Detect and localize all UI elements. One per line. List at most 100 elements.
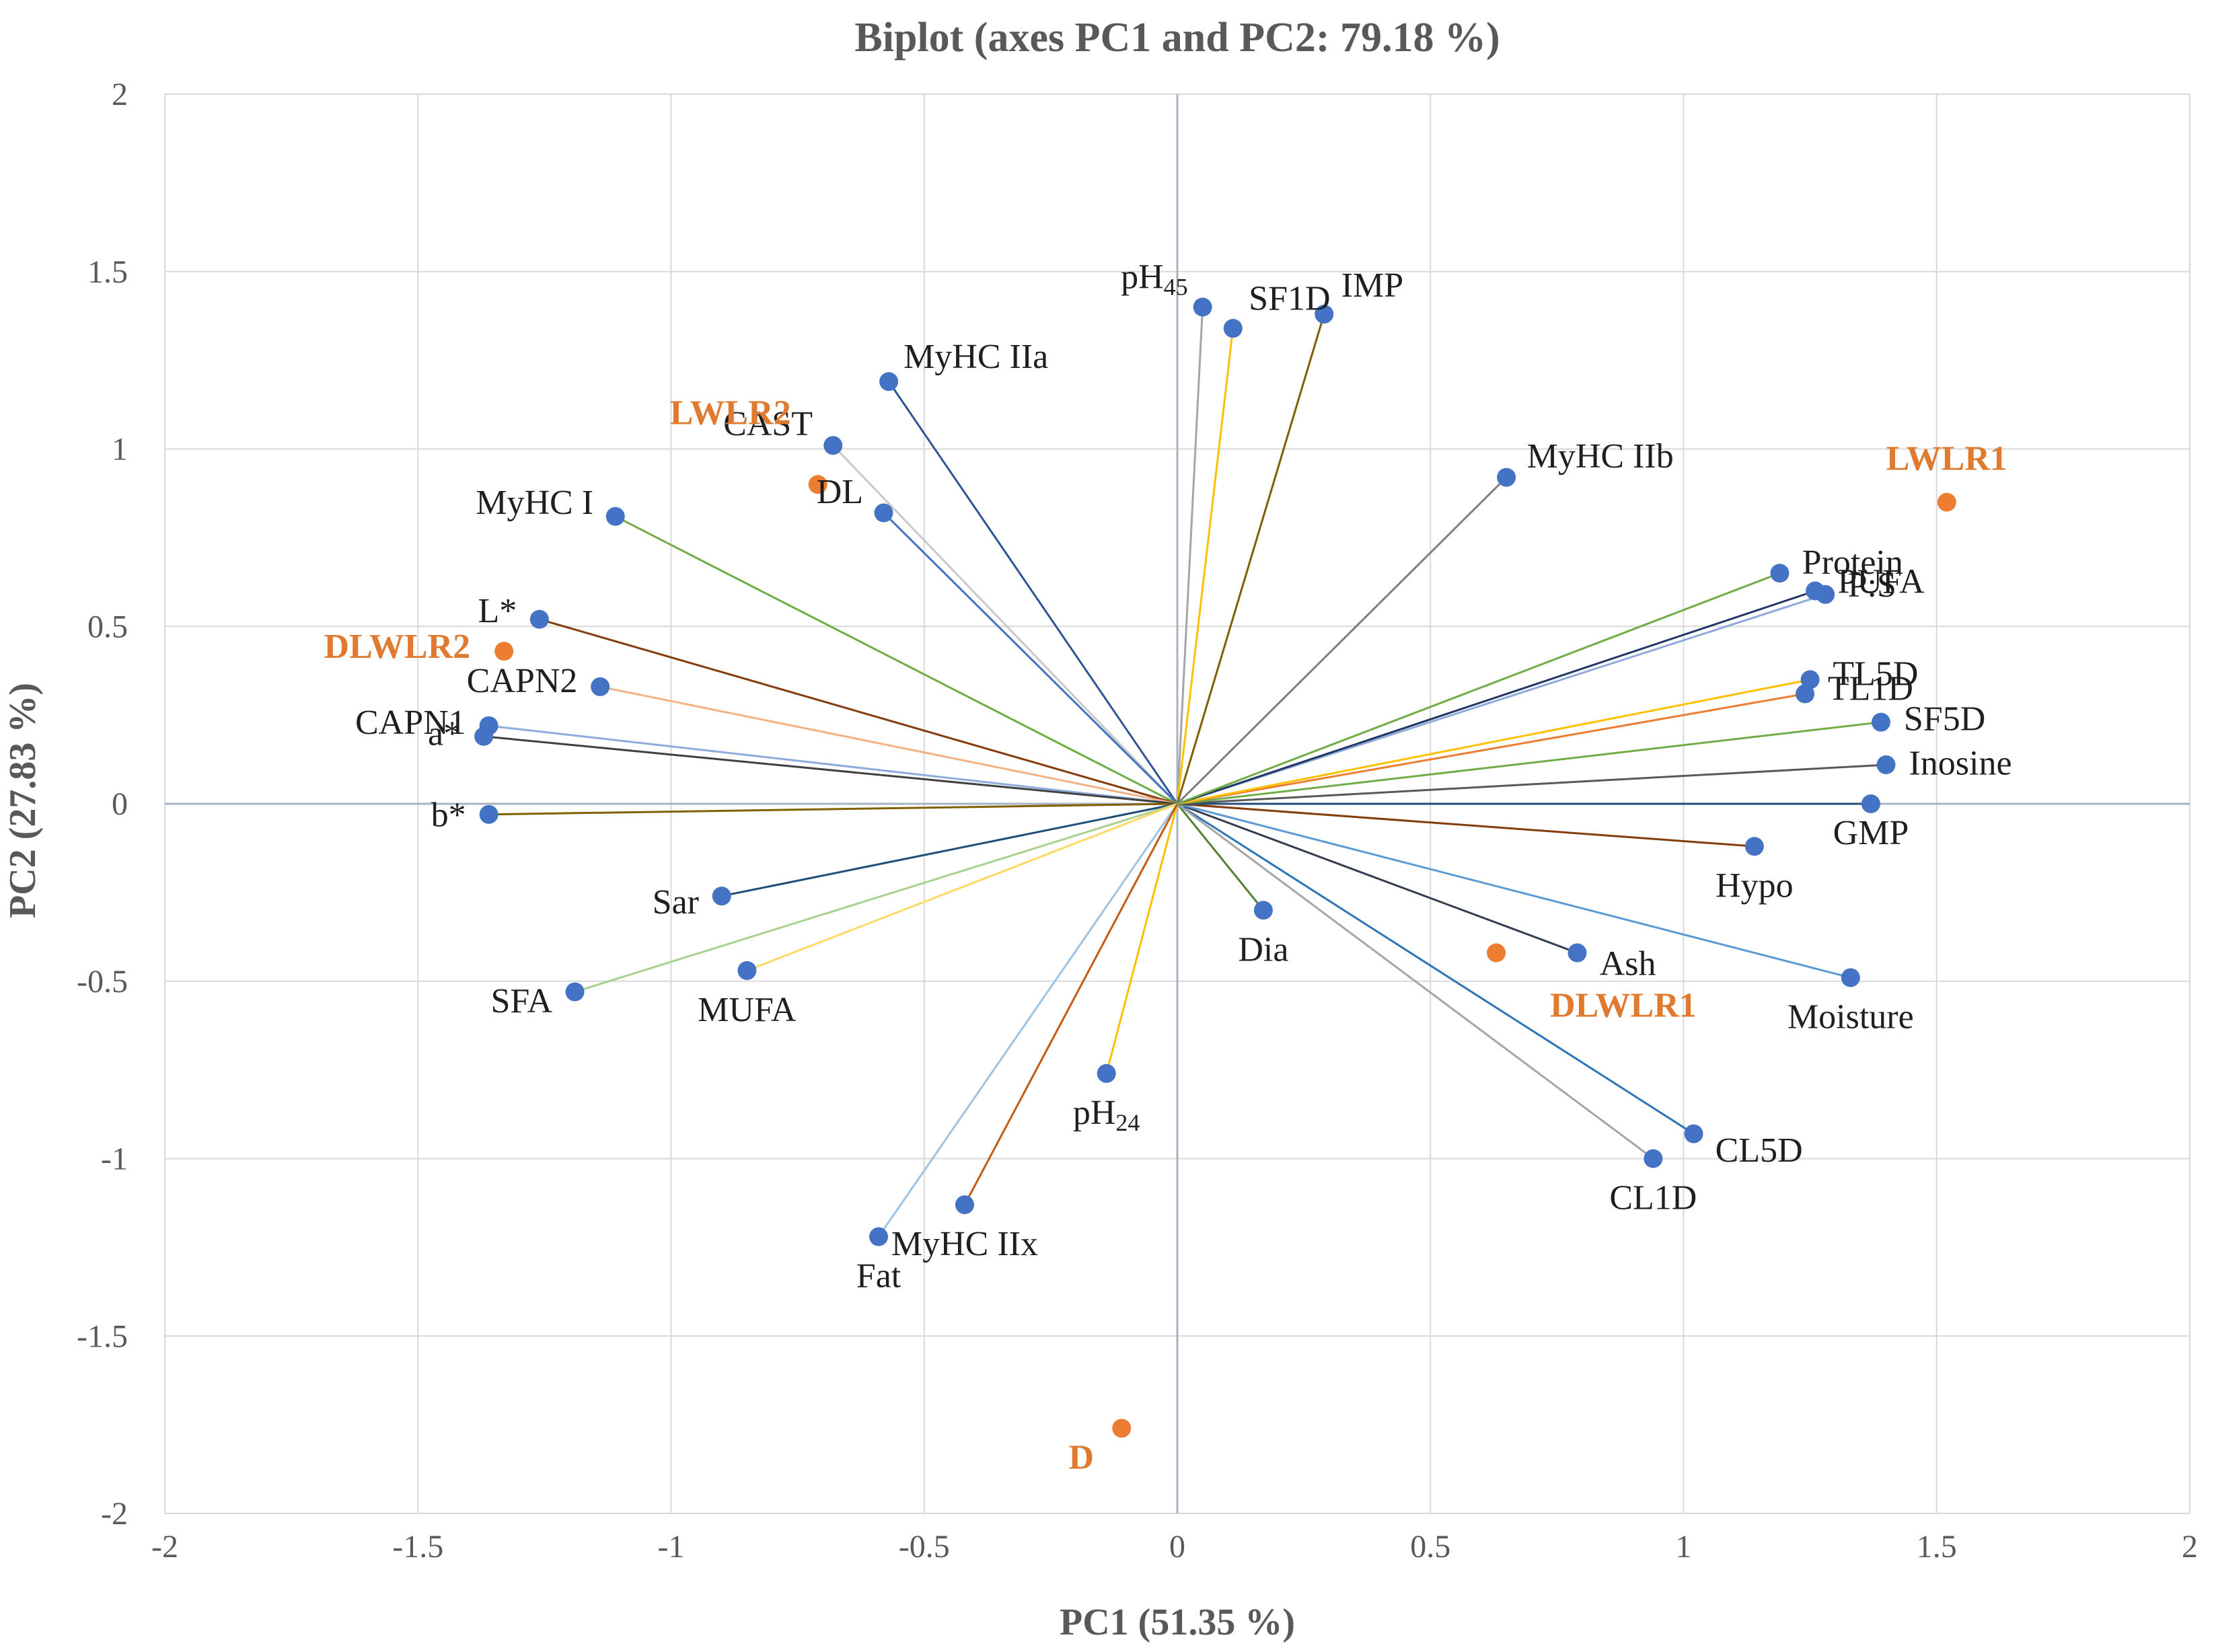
vector-line — [746, 802, 1178, 972]
variable-point — [1644, 1149, 1663, 1168]
variable-label: Sar — [653, 883, 699, 922]
vector-line — [963, 803, 1179, 1205]
point-markers — [474, 297, 1956, 1438]
variable-label: Ash — [1600, 944, 1656, 983]
variable-label: MyHC IIb — [1527, 437, 1674, 476]
variable-point — [1796, 684, 1815, 704]
variable-point — [479, 804, 499, 824]
variable-point — [1841, 968, 1860, 987]
variable-label: CL1D — [1609, 1179, 1697, 1217]
vector-line — [1176, 476, 1508, 805]
variable-label: Inosine — [1909, 745, 2012, 783]
vector-line — [539, 618, 1178, 805]
y-tick-label: -1 — [101, 1141, 128, 1177]
y-tick-label: 0.5 — [87, 609, 128, 644]
variable-point — [1684, 1124, 1703, 1143]
vector-line — [1177, 590, 1816, 805]
variable-point — [1800, 670, 1820, 689]
variable-point — [869, 1227, 889, 1246]
variable-label-subscript: 45 — [1164, 274, 1188, 301]
variable-label-subscript: 24 — [1115, 1109, 1140, 1136]
vector-line — [575, 802, 1178, 993]
variable-label: L* — [478, 592, 517, 630]
variable-label: CAST — [723, 405, 813, 443]
variable-point — [874, 503, 893, 523]
y-tick-label: -1.5 — [77, 1318, 128, 1354]
variable-point — [1097, 1063, 1116, 1083]
variable-label: P:S — [1848, 566, 1896, 605]
vector-line — [1176, 313, 1325, 804]
vector-line — [1177, 763, 1886, 805]
vector-line — [1176, 328, 1234, 804]
vector-line — [1177, 678, 1810, 805]
observation-label: DLWLR2 — [324, 628, 470, 666]
variable-point — [1315, 305, 1334, 324]
variable-label: a* — [428, 714, 461, 753]
variable-point — [1744, 837, 1764, 856]
variable-point — [1193, 297, 1212, 317]
vector-line — [1177, 802, 1755, 848]
variable-point — [737, 961, 757, 980]
observation-point — [808, 475, 827, 494]
vector-line — [721, 802, 1178, 897]
variable-label: GMP — [1833, 814, 1909, 852]
variable-label: CAPN1 — [355, 704, 466, 742]
y-axis-title: PC2 (27.83 %) — [2, 683, 44, 918]
variable-point — [879, 372, 899, 391]
variable-point — [1806, 581, 1825, 601]
variable-point — [1871, 712, 1890, 732]
variable-point — [1861, 794, 1880, 813]
y-tick-label: 1 — [112, 432, 128, 467]
variable-label: SF1D — [1249, 279, 1330, 317]
vector-line — [1177, 692, 1806, 805]
variable-label: Protein — [1802, 543, 1903, 582]
variable-label: CAPN2 — [467, 662, 578, 700]
variable-point — [1253, 901, 1273, 920]
x-tick-label: 1 — [1676, 1529, 1692, 1565]
variable-point — [605, 506, 625, 526]
variable-label: MUFA — [698, 991, 797, 1029]
variable-label: MyHC I — [476, 484, 593, 522]
observation-point — [494, 642, 514, 661]
x-tick-label: 0 — [1169, 1529, 1185, 1565]
variable-label: MyHC IIx — [891, 1225, 1038, 1263]
x-tick-label: 0.5 — [1410, 1529, 1450, 1565]
vector-line — [1177, 802, 1695, 1135]
vector-line — [483, 735, 1178, 805]
vector-line — [883, 512, 1179, 805]
variable-point — [474, 726, 494, 746]
vector-line — [1177, 593, 1826, 805]
vector-line — [1177, 802, 1654, 1160]
vector-line — [1176, 307, 1204, 804]
vector-line — [1177, 802, 1578, 954]
vector-line — [887, 381, 1179, 804]
vector-line — [488, 802, 1178, 816]
variable-point — [955, 1195, 974, 1215]
variable-point — [591, 677, 610, 696]
observation-label: D — [1068, 1438, 1094, 1476]
variable-vectors — [483, 307, 1886, 1238]
y-tick-label: 2 — [112, 77, 128, 112]
variable-point — [1223, 319, 1243, 338]
x-axis-title: PC1 (51.35 %) — [1060, 1602, 1295, 1643]
variable-label: SFA — [491, 982, 553, 1020]
variable-point — [823, 436, 843, 455]
variable-label: Fat — [856, 1257, 901, 1296]
variable-label: b* — [431, 796, 466, 835]
variable-point — [1497, 467, 1516, 487]
vector-line — [832, 445, 1179, 805]
variable-point — [565, 982, 585, 1002]
vector-line — [1176, 803, 1265, 911]
variable-label: Hypo — [1715, 866, 1794, 905]
vector-line — [1177, 802, 1851, 979]
chart-title: Biplot (axes PC1 and PC2: 79.18 %) — [854, 15, 1500, 61]
variable-label: CL5D — [1715, 1131, 1803, 1170]
vector-line — [599, 685, 1178, 805]
x-tick-label: -2 — [151, 1529, 178, 1565]
variable-point — [1567, 943, 1587, 963]
observation-point — [1937, 492, 1956, 512]
variable-point — [529, 609, 549, 629]
